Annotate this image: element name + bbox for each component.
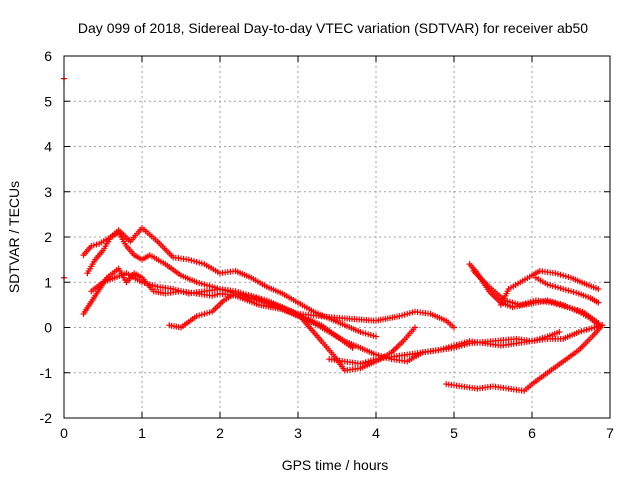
data-point	[595, 319, 602, 326]
data-point	[562, 273, 569, 280]
axis-ticks: 0 1 2 3 4 5 6 7 -2 -1 0 1 2 3 4 5 6	[40, 48, 615, 441]
data-point	[595, 286, 602, 293]
x-tick-label: 7	[606, 425, 614, 441]
data-point	[562, 286, 569, 293]
y-tick-label: 4	[44, 139, 52, 155]
data-point	[575, 329, 582, 336]
data-point	[349, 344, 356, 351]
data-points	[61, 75, 606, 394]
data-point	[564, 304, 571, 311]
data-point	[530, 298, 537, 305]
x-tick-label: 4	[372, 425, 380, 441]
y-axis-label: SDTVAR / TECUs	[6, 181, 22, 293]
data-point	[556, 301, 563, 308]
data-point	[588, 325, 595, 332]
y-tick-label: 3	[44, 184, 52, 200]
data-point	[556, 329, 563, 336]
series-sat-f	[326, 322, 606, 367]
y-tick-label: 1	[44, 274, 52, 290]
data-point	[583, 326, 590, 333]
data-point	[570, 289, 577, 296]
data-point	[577, 307, 584, 314]
data-point	[512, 300, 519, 307]
y-tick-label: 0	[44, 320, 52, 336]
data-point	[569, 305, 576, 312]
x-tick-label: 6	[528, 425, 536, 441]
y-tick-label: 6	[44, 48, 52, 64]
data-point	[549, 283, 556, 290]
y-tick-label: 5	[44, 93, 52, 109]
x-tick-label: 2	[216, 425, 224, 441]
data-point	[412, 324, 418, 331]
data-point	[544, 281, 551, 288]
series-sat-d	[88, 270, 418, 374]
series-sat-b	[80, 224, 379, 340]
series-sat-j	[497, 267, 602, 308]
y-tick-label: -2	[40, 410, 53, 426]
x-tick-label: 1	[138, 425, 146, 441]
x-axis-label: GPS time / hours	[282, 457, 389, 473]
x-tick-label: 3	[294, 425, 302, 441]
data-point	[557, 271, 564, 278]
data-point	[517, 301, 524, 308]
grid-lines	[64, 56, 610, 418]
x-tick-label: 5	[450, 425, 458, 441]
data-point	[557, 285, 564, 292]
series-sat-k	[532, 274, 602, 306]
series-sat-i	[470, 267, 602, 326]
data-point	[551, 300, 558, 307]
x-tick-label: 0	[60, 425, 68, 441]
data-point	[595, 299, 602, 306]
series-sat-g	[443, 322, 606, 394]
data-point	[451, 324, 457, 331]
chart-title: Day 099 of 2018, Sidereal Day-to-day VTE…	[78, 20, 588, 36]
data-point	[525, 299, 532, 306]
y-tick-label: -1	[40, 365, 53, 381]
data-point	[373, 333, 379, 340]
y-tick-label: 2	[44, 229, 52, 245]
